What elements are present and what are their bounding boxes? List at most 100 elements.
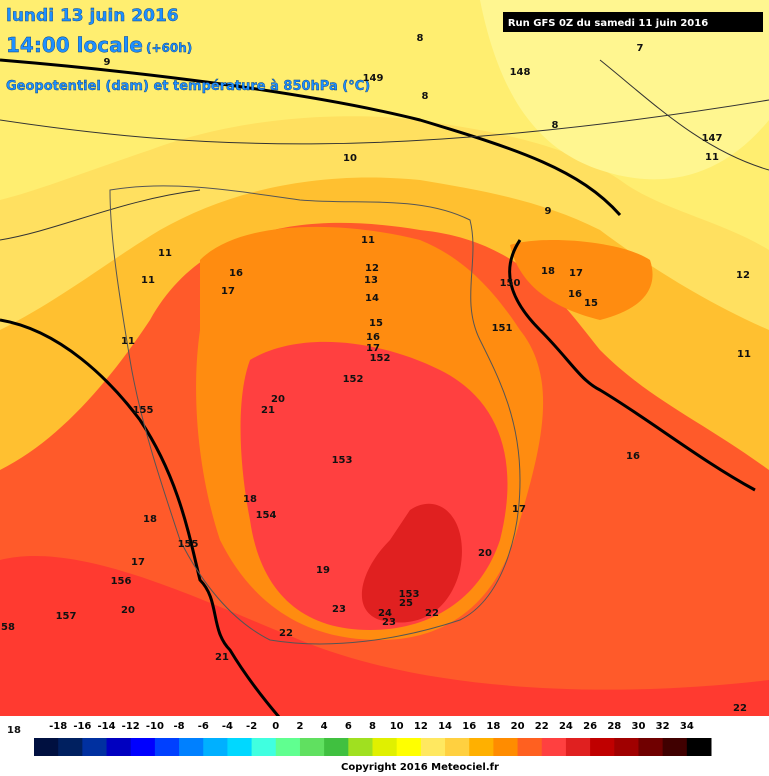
map-label: 22 [425,608,439,619]
legend-tick-label: -14 [97,721,115,732]
map-label: 20 [478,548,492,559]
map-label: 11 [361,235,375,246]
map-label: 23 [332,604,346,615]
legend-tick-label: 30 [632,721,646,732]
field-name: Geopotentiel (dam) et température à 850h… [6,79,370,94]
map-label: 12 [365,263,379,274]
geopotential-contour [0,318,332,776]
map-label: 157 [56,611,77,622]
legend-tick-label: 14 [438,721,452,732]
legend-tick-label: -6 [198,721,209,732]
map-label: 150 [500,278,521,289]
color-swatch [686,738,712,756]
legend-tick-label: 22 [535,721,549,732]
color-swatch [58,738,83,756]
map-label: 20 [271,394,285,405]
map-label: 21 [261,405,275,416]
map-label: 18 [143,514,157,525]
map-label: 11 [158,248,172,259]
legend-tick-label: -16 [73,721,91,732]
legend-tick-label: -10 [146,721,164,732]
color-swatch [251,738,277,756]
map-label: 149 [363,73,384,84]
color-swatch [203,738,228,756]
color-swatch [227,738,253,756]
run-box [503,12,763,32]
map-label: 17 [569,268,583,279]
map-label: 154 [256,510,277,521]
color-swatch [614,738,639,756]
legend-tick-label: 8 [369,721,376,732]
geopotential-contour [508,239,756,492]
color-swatch [493,738,519,756]
map-label: 151 [492,323,513,334]
map-label: 9 [104,57,111,68]
map-label: 14 [365,293,379,304]
color-swatch [348,738,373,756]
color-swatch [106,738,132,756]
legend-tick-label: 2 [296,721,303,732]
legend-tick-label: 10 [390,721,404,732]
color-swatch [541,738,567,756]
map-label: 16 [366,332,380,343]
legend-tick-label: -12 [122,721,140,732]
map-label: 152 [343,374,364,385]
legend-tick-label: 0 [272,721,279,732]
map-label: 17 [131,557,145,568]
map-label: 7 [637,43,644,54]
color-swatch [275,738,301,756]
color-swatch [420,738,446,756]
color-swatch [154,738,180,756]
color-swatch [396,738,422,756]
color-swatch [445,738,470,756]
run-info: Run GFS 0Z du samedi 11 juin 2016 [508,18,708,29]
map-label: 17 [366,343,380,354]
map-label: 24 [378,608,392,619]
color-swatch [565,738,591,756]
contour [0,59,769,241]
map-label: 11 [141,275,155,286]
map-label: 21 [215,652,229,663]
color-swatch [469,738,494,756]
map-label: 153 [332,455,353,466]
map-label: 13 [364,275,378,286]
lead-time: (+60h) [146,41,192,55]
map-label: 8 [417,33,424,44]
legend-tick-label: 24 [559,721,573,732]
map-label: 156 [111,576,132,587]
map-label: 18 [541,266,555,277]
legend-tick-label: 34 [680,721,694,732]
legend-tick-label: 20 [511,721,525,732]
map-label: 25 [399,598,413,609]
map-label: 12 [736,270,750,281]
legend-tick-label: 32 [656,721,670,732]
map-label: 8 [552,120,559,131]
map-label: 17 [512,504,526,515]
color-swatch [517,738,543,756]
map-label: 153 [399,589,420,600]
color-bar: -18 -16 -14 -12 -10 -8 -6 -4 -2 0 2 4 6 8 10 12 14 16 18 20… [34,721,712,756]
map-label: 16 [568,289,582,300]
legend-tick-label: 4 [321,721,328,732]
map-label: 9 [545,206,552,217]
warm-cell [510,240,653,320]
map-label: 16 [229,268,243,279]
map-label: 22 [733,703,747,714]
cool-zone-ne [480,0,769,180]
geopotential-contour [0,58,622,216]
map-label: 155 [133,405,154,416]
legend-tick-label: 28 [607,721,621,732]
map-label: 20 [121,605,135,616]
color-swatch [590,738,615,756]
color-swatch [179,738,204,756]
map-label: 17 [221,286,235,297]
legend-tick-label: 6 [345,721,352,732]
map-label: 155 [178,539,199,550]
core-zone [361,503,462,623]
map-label: 16 [626,451,640,462]
color-swatch [324,738,349,756]
map-label: 11 [705,152,719,163]
date: lundi 13 juin 2016 [6,6,179,26]
map-label: 152 [370,353,391,364]
